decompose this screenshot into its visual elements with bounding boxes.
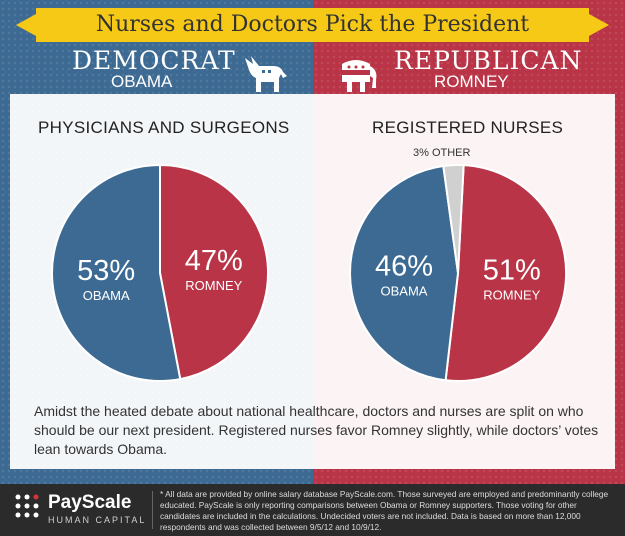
chart-title-nurses: REGISTERED NURSES xyxy=(372,118,564,137)
summary-text: Amidst the heated debate about national … xyxy=(34,403,599,457)
chart-title-physicians: PHYSICIANS AND SURGEONS xyxy=(38,118,290,137)
slice-label-romney: ROMNEY xyxy=(185,278,242,293)
logo-subtitle: HUMAN CAPITAL xyxy=(48,515,147,525)
pie-chart-nurses: 51%ROMNEY 46%OBAMA xyxy=(349,164,568,382)
title-banner: Nurses and Doctors Pick the President xyxy=(16,8,609,42)
payscale-logo-icon xyxy=(15,494,39,518)
logo-name: PayScale xyxy=(48,492,132,513)
pie-slice-other xyxy=(442,164,465,274)
footnote: * All data are provided by online salary… xyxy=(160,489,609,532)
slice-value-romney: 51% xyxy=(483,255,541,287)
slice-label-obama: OBAMA xyxy=(83,288,130,303)
republican-label: REPUBLICAN xyxy=(394,46,583,75)
pie-slice-romney xyxy=(159,163,269,381)
slice-value-obama: 53% xyxy=(77,255,135,287)
slice-label-romney: ROMNEY xyxy=(483,288,540,303)
pie-slice-obama xyxy=(349,164,460,382)
pie-chart-physicians: 47%ROMNEY 53%OBAMA xyxy=(51,163,269,382)
slice-label-obama: OBAMA xyxy=(381,284,428,299)
pie-slice-obama xyxy=(51,163,182,382)
democrat-candidate: OBAMA xyxy=(111,72,173,91)
pie-slice-romney xyxy=(444,164,568,382)
slice-value-romney: 47% xyxy=(185,245,243,277)
republican-candidate: ROMNEY xyxy=(434,72,509,91)
footer-divider xyxy=(152,491,153,529)
footer xyxy=(0,484,625,536)
donkey-icon xyxy=(245,56,287,92)
elephant-icon xyxy=(342,60,377,92)
slice-value-obama: 46% xyxy=(375,251,433,283)
democrat-label: DEMOCRAT xyxy=(72,46,236,75)
other-slice-label: 3% OTHER xyxy=(413,147,471,159)
page-title: Nurses and Doctors Pick the President xyxy=(95,12,530,37)
